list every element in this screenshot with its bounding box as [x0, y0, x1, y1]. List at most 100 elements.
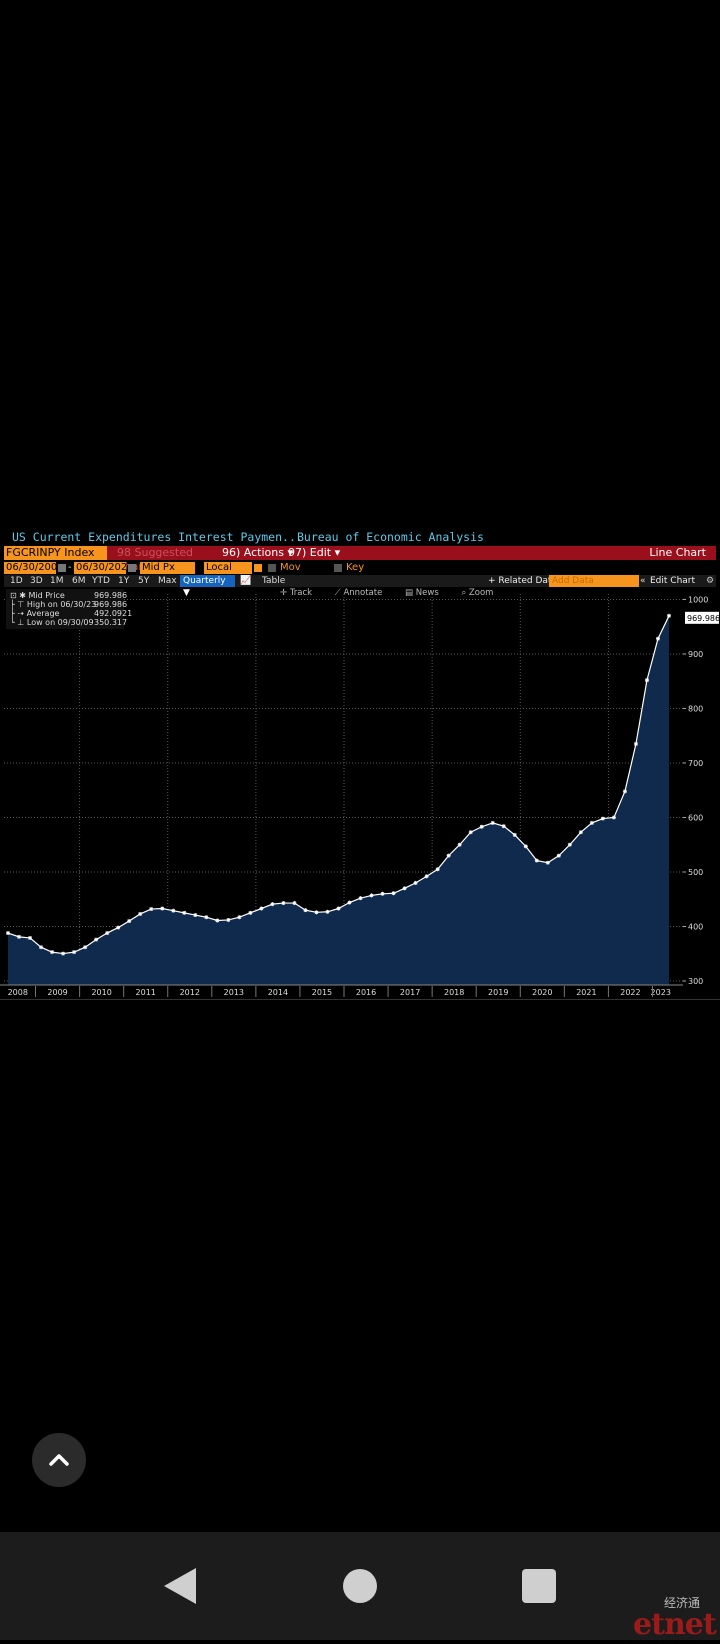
x-tick-label: 2023 — [651, 988, 671, 997]
security-title: US Current Expenditures Interest Paymen.… — [12, 530, 303, 544]
data-point — [6, 931, 10, 936]
calendar-icon[interactable] — [58, 564, 66, 572]
range-ytd[interactable]: YTD — [92, 576, 110, 586]
chart-plot-area[interactable]: 300 400 500 600 700 800 900 1000 969.986 2008 2009… — [0, 530, 720, 1000]
chevron-down-icon[interactable] — [254, 564, 262, 572]
data-point — [116, 925, 121, 930]
x-tick-label: 2022 — [620, 988, 640, 997]
data-point — [479, 824, 484, 829]
recents-icon — [522, 1569, 556, 1603]
range-3d[interactable]: 3D — [30, 576, 43, 586]
range-5y[interactable]: 5Y — [138, 576, 150, 586]
data-point — [138, 911, 143, 916]
y-tick-label: 900 — [688, 650, 703, 659]
zoom-label: Zoom — [468, 588, 494, 598]
chart-icon[interactable]: 📈 — [240, 576, 252, 586]
data-point — [204, 915, 209, 920]
data-point — [50, 950, 55, 955]
data-point — [182, 910, 187, 915]
legend-high: ├ ⊤ High on 06/30/23 969.986 — [10, 600, 127, 609]
data-point — [270, 902, 275, 907]
legend-low-text: Low on 09/30/09 — [26, 618, 94, 627]
data-point — [171, 908, 176, 913]
y-tick-label: 300 — [688, 977, 703, 986]
add-data-input[interactable]: Add Data — [549, 575, 639, 587]
data-point — [259, 906, 264, 911]
data-point — [523, 844, 528, 849]
source-label: Bureau of Economic Analysis — [297, 530, 484, 544]
data-point — [446, 853, 451, 858]
title-row: US Current Expenditures Interest Paymen.… — [0, 530, 720, 544]
data-point — [578, 830, 583, 835]
actions-menu[interactable]: 96) Actions ▾ — [222, 546, 293, 559]
data-point — [72, 950, 77, 955]
annotate-tool[interactable]: ⟋ Annotate — [334, 588, 383, 598]
price-field-select[interactable]: Mid Px — [140, 562, 195, 574]
end-date-field[interactable]: 06/30/2023 — [74, 562, 134, 574]
data-point — [667, 613, 671, 618]
data-point — [237, 915, 242, 920]
zoom-tool[interactable]: ⌕ Zoom — [461, 588, 494, 598]
key-events-checkbox[interactable] — [334, 564, 342, 572]
x-tick-label: 2019 — [488, 988, 508, 997]
frequency-select[interactable]: Quarterly ▼ — [180, 575, 235, 598]
data-point — [391, 891, 396, 896]
news-tool[interactable]: ▤ News — [405, 588, 439, 598]
range-6m[interactable]: 6M — [72, 576, 86, 586]
table-button[interactable]: Table — [262, 576, 286, 586]
data-point — [314, 910, 319, 915]
range-1m[interactable]: 1M — [50, 576, 64, 586]
track-tool[interactable]: ✛ Track — [280, 588, 313, 598]
ticker-field[interactable]: FGCRINPY Index — [4, 546, 107, 560]
legend-low: └ ⊥ Low on 09/30/09 350.317 — [10, 618, 127, 627]
data-point — [160, 906, 165, 911]
legend-mid: ⊡ ✱ Mid Price 969.986 — [10, 591, 127, 600]
last-value-label: 969.986 — [687, 614, 720, 623]
data-point — [94, 937, 99, 942]
data-point — [281, 901, 286, 906]
data-point — [435, 867, 440, 872]
range-max[interactable]: Max — [158, 576, 177, 586]
x-tick-label: 2016 — [356, 988, 376, 997]
data-point — [347, 900, 352, 905]
data-point — [556, 853, 561, 858]
data-point — [149, 907, 154, 912]
x-tick-label: 2020 — [532, 988, 552, 997]
tools-row: ✛ Track ⟋ Annotate ▤ News ⌕ Zoom — [280, 588, 513, 600]
track-label: Track — [289, 588, 313, 598]
legend-low-label: └ ⊥ Low on 09/30/09 — [10, 618, 94, 627]
related-data-button[interactable]: + Related Data — [488, 576, 557, 586]
data-point — [490, 820, 495, 825]
data-point — [380, 891, 385, 896]
edit-menu[interactable]: 97) Edit ▾ — [288, 546, 341, 559]
mov-avgs-checkbox[interactable] — [268, 564, 276, 572]
scroll-to-top-button[interactable] — [32, 1433, 86, 1487]
data-point — [457, 842, 462, 847]
data-point — [61, 951, 66, 956]
data-point — [336, 906, 341, 911]
legend-average-label: ├ ⇢ Average — [10, 609, 60, 618]
calendar-icon[interactable] — [128, 564, 136, 572]
data-point — [589, 820, 594, 825]
area-fill — [8, 615, 669, 985]
data-point — [127, 919, 132, 924]
range-1d[interactable]: 1D — [10, 576, 23, 586]
data-point — [644, 678, 649, 683]
legend-low-value: 350.317 — [94, 618, 128, 627]
data-point — [39, 945, 44, 950]
android-navigation-bar — [0, 1532, 720, 1640]
chevron-up-icon — [49, 1454, 69, 1466]
range-1y[interactable]: 1Y — [118, 576, 130, 586]
edit-chart-button[interactable]: Edit Chart — [650, 576, 696, 586]
collapse-icon[interactable]: « — [640, 576, 646, 586]
watermark-logo: etnet — [633, 1607, 717, 1642]
data-point — [655, 636, 660, 641]
legend-high-text: High on 06/30/23 — [26, 600, 97, 609]
start-date-field[interactable]: 06/30/2008 — [4, 562, 64, 574]
data-point — [545, 860, 550, 865]
x-tick-label: 2014 — [268, 988, 288, 997]
data-point — [424, 874, 429, 879]
data-point — [501, 824, 506, 829]
legend-average-value: 492.0921 — [94, 609, 133, 618]
gear-icon[interactable]: ⚙ — [706, 576, 715, 586]
